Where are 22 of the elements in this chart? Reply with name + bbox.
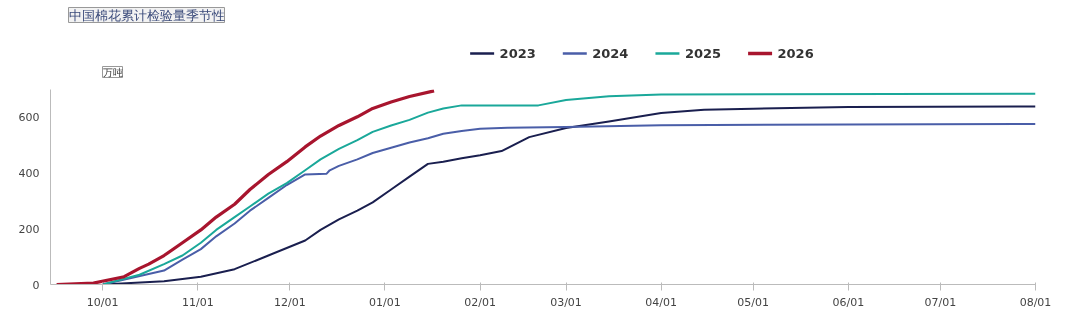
x-tick-label: 10/01 <box>86 295 119 309</box>
x-tick-label: 11/01 <box>181 295 214 309</box>
legend-label: 2023 <box>499 46 536 61</box>
legend-label: 2026 <box>777 46 814 61</box>
y-tick-label: 600 <box>18 111 40 125</box>
y-tick-label: 0 <box>32 278 40 292</box>
legend-label: 2025 <box>684 46 722 61</box>
y-tick-label: 200 <box>18 222 40 236</box>
x-tick-label: 12/01 <box>274 295 306 309</box>
line-series <box>55 89 436 285</box>
y-tick-label: 400 <box>18 167 40 181</box>
x-tick-label: 06/01 <box>832 295 865 309</box>
x-tick-label: 02/01 <box>464 295 496 309</box>
x-tick-label: 04/01 <box>645 295 677 309</box>
x-tick-label: 03/01 <box>550 295 582 309</box>
x-tick-label: 05/01 <box>737 295 770 309</box>
x-tick-label: 08/01 <box>1019 295 1052 309</box>
x-tick-label: 01/01 <box>369 295 401 309</box>
y-axis-title: 万吨 <box>102 66 123 78</box>
legend-label: 2024 <box>592 46 629 61</box>
x-tick-label: 07/01 <box>924 295 957 309</box>
chart-title: 中国棉花累计检验量季节性 <box>68 7 225 23</box>
